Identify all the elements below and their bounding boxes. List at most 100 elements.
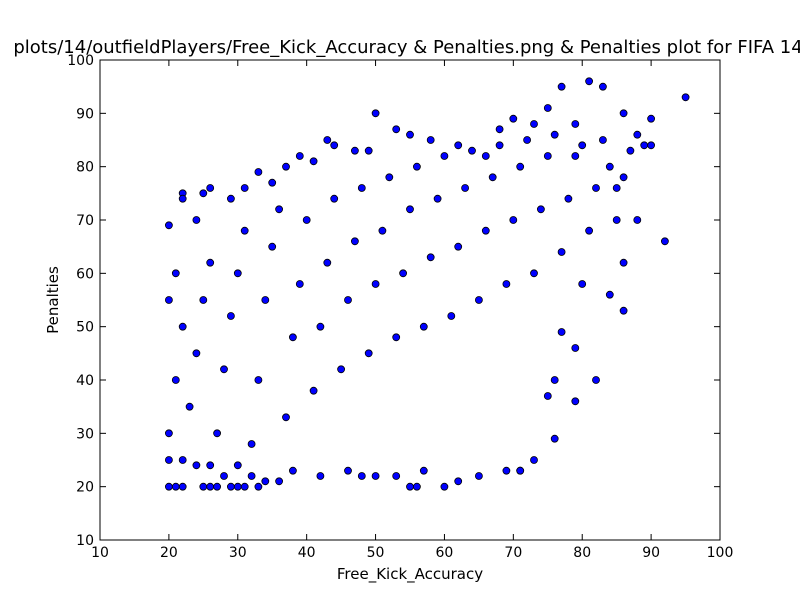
data-point — [419, 322, 428, 331]
data-point — [385, 173, 394, 182]
data-point — [199, 296, 208, 304]
data-point — [206, 461, 215, 470]
data-point — [220, 472, 228, 480]
data-point — [220, 365, 228, 374]
data-point — [254, 482, 263, 491]
data-point — [164, 482, 173, 491]
data-point — [261, 477, 270, 486]
data-point — [447, 312, 456, 320]
data-point — [488, 173, 497, 182]
data-point — [350, 237, 359, 246]
data-point — [357, 472, 366, 480]
y-tick-label: 50 — [76, 320, 94, 336]
data-point — [254, 168, 263, 176]
data-point — [164, 429, 173, 438]
data-point — [364, 146, 373, 155]
data-point — [557, 328, 566, 336]
data-point — [426, 253, 435, 262]
data-point — [344, 466, 352, 475]
data-point — [612, 184, 621, 192]
data-point — [454, 242, 463, 251]
x-tick-label: 50 — [367, 545, 385, 561]
data-point — [406, 482, 414, 491]
data-point — [213, 482, 222, 491]
data-point — [454, 477, 463, 486]
data-point — [585, 226, 593, 235]
data-point — [543, 152, 552, 160]
data-point — [295, 152, 304, 160]
data-point — [171, 269, 180, 278]
data-point — [192, 461, 201, 470]
data-point — [626, 146, 635, 155]
data-point — [599, 136, 607, 144]
data-point — [233, 269, 242, 278]
data-point — [640, 141, 649, 150]
data-point — [178, 482, 187, 491]
data-point — [178, 322, 187, 331]
data-point — [316, 472, 325, 480]
x-tick-label: 10 — [91, 545, 109, 561]
data-point — [571, 152, 580, 160]
data-point — [164, 296, 173, 304]
data-point — [564, 194, 573, 203]
data-point — [275, 205, 284, 214]
data-point — [371, 472, 380, 480]
data-point — [240, 184, 249, 192]
data-point — [371, 109, 380, 118]
data-point — [247, 472, 256, 480]
data-point — [502, 280, 511, 288]
x-tick-label: 20 — [160, 545, 178, 561]
data-point — [571, 344, 580, 352]
y-tick-label: 10 — [76, 533, 94, 549]
data-point — [371, 280, 380, 288]
data-point — [661, 237, 669, 246]
data-point — [261, 296, 270, 304]
data-point — [516, 162, 525, 171]
data-point — [226, 482, 235, 491]
data-point — [309, 386, 318, 395]
y-axis-label: Penalties — [44, 266, 62, 334]
data-point — [233, 482, 242, 491]
data-point — [516, 466, 525, 475]
x-tick-label: 90 — [642, 545, 660, 561]
data-point — [585, 77, 593, 86]
data-point — [206, 482, 215, 491]
data-point — [605, 290, 614, 299]
data-point — [571, 120, 580, 128]
data-point — [681, 93, 690, 102]
data-point — [247, 440, 256, 448]
data-point — [240, 482, 249, 491]
data-point — [530, 456, 538, 464]
data-point — [178, 194, 187, 203]
data-point — [226, 312, 235, 320]
data-point — [399, 269, 408, 278]
y-tick-label: 100 — [67, 53, 94, 69]
y-tick-label: 70 — [76, 213, 94, 229]
y-tick-label: 20 — [76, 480, 94, 496]
data-point — [578, 280, 587, 288]
data-point — [412, 482, 421, 491]
data-point — [364, 349, 373, 358]
x-tick-label: 60 — [436, 545, 454, 561]
data-point — [254, 376, 263, 384]
data-point — [392, 125, 401, 134]
data-point — [592, 184, 600, 192]
data-point — [619, 306, 628, 315]
data-point — [543, 392, 552, 400]
data-point — [337, 365, 346, 374]
data-point — [468, 146, 476, 155]
plot-frame — [99, 59, 721, 541]
data-point — [164, 456, 173, 464]
data-point — [378, 226, 387, 235]
data-point — [474, 296, 483, 304]
data-point — [523, 136, 531, 144]
data-point — [550, 376, 559, 384]
data-point — [571, 397, 580, 406]
data-point — [288, 333, 297, 342]
data-point — [509, 114, 518, 123]
data-point — [557, 82, 566, 91]
data-point — [350, 146, 359, 155]
data-point — [206, 184, 215, 192]
data-point — [633, 216, 642, 224]
data-point — [330, 141, 339, 150]
